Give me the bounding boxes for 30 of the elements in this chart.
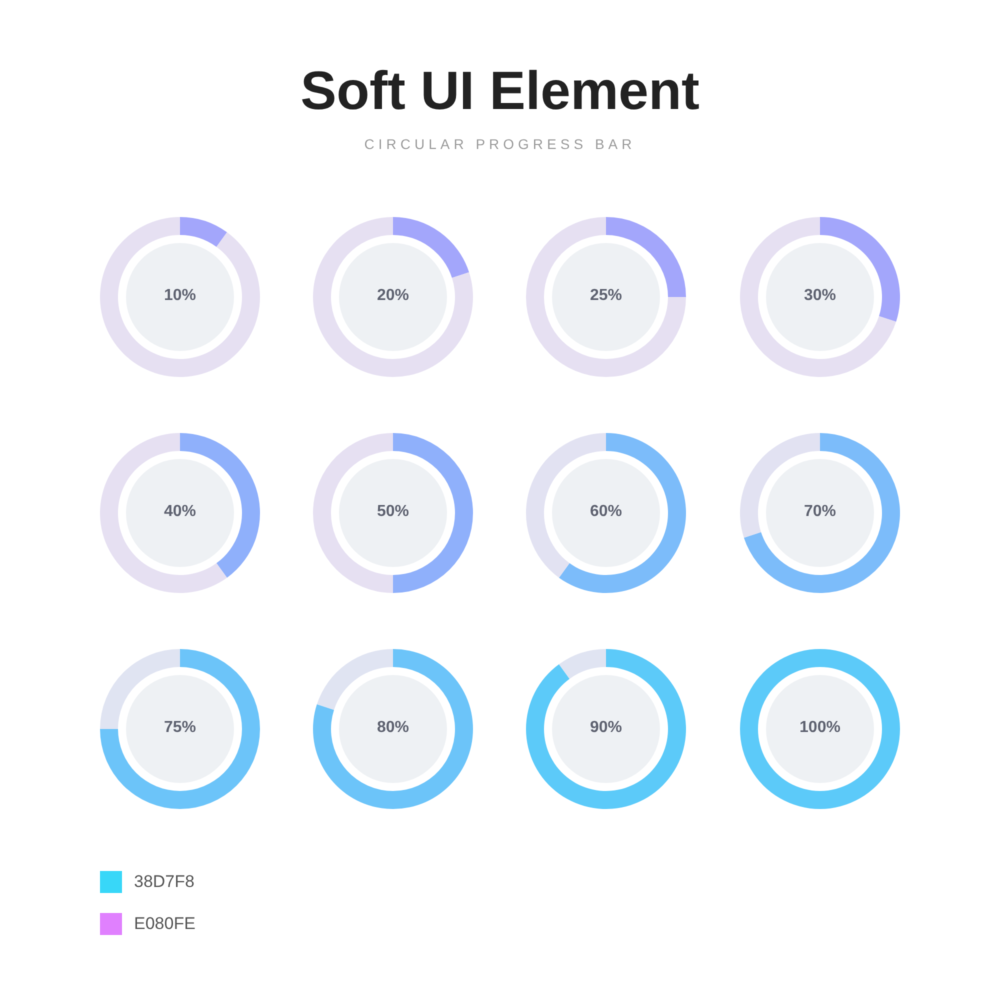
text: 75% bbox=[162, 719, 198, 737]
text: 90% bbox=[588, 719, 624, 737]
text: 30% bbox=[802, 287, 838, 305]
text: E080FE bbox=[134, 914, 196, 934]
text: CIRCULAR PROGRESS BAR bbox=[363, 136, 637, 152]
text: 60% bbox=[588, 503, 624, 521]
donut-slice bbox=[744, 433, 900, 593]
text: 80% bbox=[376, 719, 410, 737]
text: 38D7F8 bbox=[134, 872, 194, 892]
text: 20% bbox=[376, 287, 410, 305]
text: 50% bbox=[376, 503, 410, 521]
donut-slice bbox=[526, 217, 686, 377]
donut-slice bbox=[100, 649, 260, 809]
text: 100% bbox=[798, 719, 842, 737]
text: 10% bbox=[162, 287, 198, 305]
donut-slice bbox=[313, 649, 473, 809]
donut-slice bbox=[558, 433, 686, 593]
donut-slice bbox=[100, 217, 260, 377]
donut-slice bbox=[316, 649, 393, 710]
donut-slice bbox=[100, 433, 228, 593]
donut-slice bbox=[558, 649, 606, 679]
text: 25% bbox=[588, 287, 624, 305]
text: 40% bbox=[162, 503, 198, 521]
donut-slice bbox=[526, 649, 686, 809]
text: Soft UI Element bbox=[299, 60, 701, 122]
donut-slice bbox=[393, 217, 470, 278]
text: 70% bbox=[802, 503, 838, 521]
donut-slice bbox=[740, 217, 896, 377]
donut-slice bbox=[180, 217, 228, 247]
donut-slice bbox=[313, 217, 473, 377]
